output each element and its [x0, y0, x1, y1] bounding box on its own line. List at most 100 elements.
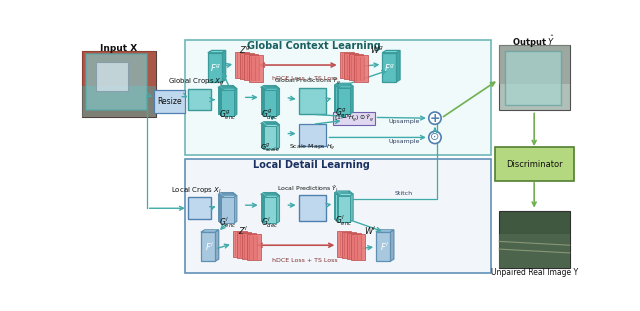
FancyBboxPatch shape: [188, 197, 211, 219]
Text: $G^g_{scale}$: $G^g_{scale}$: [260, 142, 280, 154]
FancyBboxPatch shape: [337, 230, 351, 257]
FancyBboxPatch shape: [237, 232, 252, 258]
Polygon shape: [390, 230, 394, 261]
FancyBboxPatch shape: [264, 126, 276, 149]
FancyBboxPatch shape: [219, 195, 232, 221]
FancyBboxPatch shape: [334, 85, 347, 111]
Polygon shape: [350, 86, 353, 114]
FancyBboxPatch shape: [335, 194, 348, 220]
FancyBboxPatch shape: [499, 45, 570, 84]
Text: Output $\hat{Y}$: Output $\hat{Y}$: [513, 34, 556, 50]
Polygon shape: [220, 87, 236, 89]
Polygon shape: [350, 194, 353, 222]
Polygon shape: [233, 194, 236, 222]
FancyBboxPatch shape: [201, 232, 215, 261]
FancyBboxPatch shape: [263, 89, 275, 115]
Polygon shape: [347, 191, 349, 219]
Text: +: +: [429, 112, 440, 125]
Text: Unpaired Real Image Y: Unpaired Real Image Y: [491, 268, 578, 277]
Polygon shape: [215, 230, 219, 261]
Text: Scale Maps $H_g$: Scale Maps $H_g$: [289, 143, 336, 153]
FancyBboxPatch shape: [246, 234, 260, 260]
Text: $(1-H_g) \odot \hat{Y}_g$: $(1-H_g) \odot \hat{Y}_g$: [334, 112, 374, 124]
Polygon shape: [273, 122, 276, 147]
Polygon shape: [260, 193, 276, 194]
Text: $G^g_{dec}$: $G^g_{dec}$: [261, 108, 278, 123]
FancyBboxPatch shape: [349, 54, 363, 81]
FancyBboxPatch shape: [499, 45, 570, 110]
FancyBboxPatch shape: [220, 89, 233, 115]
FancyBboxPatch shape: [499, 234, 570, 268]
Text: $G^g_{enc}$: $G^g_{enc}$: [218, 108, 236, 122]
Polygon shape: [260, 86, 276, 87]
FancyBboxPatch shape: [249, 55, 263, 81]
Polygon shape: [234, 88, 237, 116]
Text: $Z^g$: $Z^g$: [239, 44, 251, 55]
FancyBboxPatch shape: [221, 197, 234, 223]
Polygon shape: [276, 124, 280, 149]
FancyBboxPatch shape: [262, 195, 274, 221]
FancyBboxPatch shape: [505, 51, 561, 105]
FancyBboxPatch shape: [260, 87, 273, 114]
Text: Upsample: Upsample: [388, 139, 420, 144]
Polygon shape: [349, 85, 352, 113]
FancyBboxPatch shape: [233, 230, 246, 257]
FancyBboxPatch shape: [218, 87, 230, 114]
Text: hDCE Loss + TS Loss: hDCE Loss + TS Loss: [272, 76, 337, 81]
Polygon shape: [219, 193, 235, 195]
Text: $W^l$: $W^l$: [364, 225, 377, 237]
FancyBboxPatch shape: [264, 90, 276, 116]
Polygon shape: [263, 123, 278, 125]
FancyBboxPatch shape: [376, 232, 390, 261]
FancyBboxPatch shape: [154, 90, 184, 113]
Text: $G^l_{enc}$: $G^l_{enc}$: [218, 215, 236, 230]
Polygon shape: [273, 193, 276, 220]
Polygon shape: [273, 86, 276, 114]
Text: ⊙: ⊙: [430, 132, 440, 142]
Polygon shape: [338, 86, 353, 88]
Polygon shape: [274, 193, 277, 221]
FancyBboxPatch shape: [184, 39, 491, 155]
FancyBboxPatch shape: [338, 196, 350, 222]
Text: $F^g$: $F^g$: [210, 62, 221, 73]
Text: Resize: Resize: [157, 97, 181, 106]
FancyBboxPatch shape: [347, 233, 360, 259]
FancyBboxPatch shape: [344, 53, 358, 79]
Polygon shape: [264, 195, 280, 197]
FancyBboxPatch shape: [262, 88, 274, 114]
FancyBboxPatch shape: [333, 112, 375, 125]
Text: $F^l$: $F^l$: [205, 241, 214, 253]
Polygon shape: [274, 123, 277, 148]
Text: $Z^l$: $Z^l$: [237, 225, 248, 237]
Polygon shape: [334, 191, 349, 193]
Text: $G^l_{dec}$: $G^l_{dec}$: [261, 215, 278, 230]
FancyBboxPatch shape: [262, 124, 274, 148]
FancyBboxPatch shape: [337, 87, 349, 113]
FancyBboxPatch shape: [83, 51, 156, 86]
Polygon shape: [348, 84, 351, 112]
FancyBboxPatch shape: [260, 123, 273, 147]
Polygon shape: [275, 194, 278, 222]
FancyBboxPatch shape: [351, 234, 365, 260]
FancyBboxPatch shape: [221, 90, 234, 116]
Text: Input X: Input X: [100, 44, 138, 53]
Polygon shape: [348, 192, 351, 220]
Polygon shape: [222, 50, 226, 82]
Polygon shape: [263, 87, 278, 89]
FancyBboxPatch shape: [342, 232, 356, 258]
Polygon shape: [232, 86, 235, 114]
FancyBboxPatch shape: [298, 195, 326, 221]
Polygon shape: [260, 122, 276, 123]
Polygon shape: [221, 88, 237, 90]
Polygon shape: [221, 195, 237, 197]
Polygon shape: [232, 193, 235, 221]
FancyBboxPatch shape: [83, 86, 156, 117]
FancyBboxPatch shape: [298, 124, 326, 146]
Polygon shape: [201, 230, 219, 232]
Polygon shape: [349, 193, 352, 221]
Polygon shape: [276, 88, 280, 116]
Polygon shape: [376, 230, 394, 232]
Polygon shape: [337, 193, 352, 195]
FancyBboxPatch shape: [95, 62, 128, 91]
Polygon shape: [230, 193, 234, 220]
